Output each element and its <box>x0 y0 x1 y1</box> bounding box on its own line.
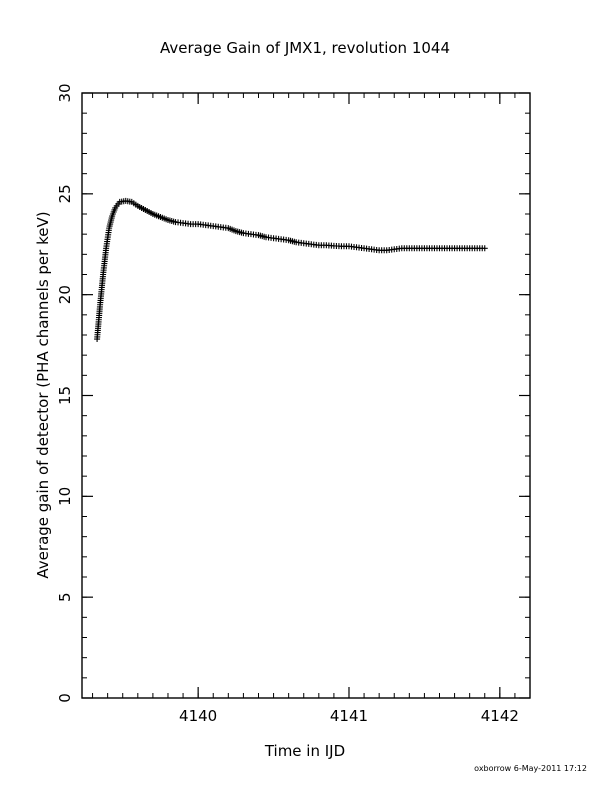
y-tick-label: 0 <box>56 693 74 703</box>
footer-credit: oxborrow 6-May-2011 17:12 <box>474 764 587 773</box>
x-axis-label: Time in IJD <box>264 742 345 760</box>
tick-labels: 0 5 10 15 20 25 30 4140 4141 4142 <box>56 83 519 725</box>
minor-ticks <box>82 92 531 699</box>
data-point <box>481 245 488 252</box>
y-axis-label: Average gain of detector (PHA channels p… <box>34 211 52 578</box>
y-tick-label: 25 <box>56 184 74 203</box>
data-points <box>94 197 488 343</box>
x-tick-label: 4141 <box>330 707 368 725</box>
x-tick-label: 4140 <box>179 707 217 725</box>
y-tick-label: 5 <box>56 592 74 602</box>
chart-title: Average Gain of JMX1, revolution 1044 <box>160 39 450 57</box>
y-tick-label: 30 <box>56 83 74 102</box>
plot-frame <box>81 92 531 699</box>
major-ticks <box>82 92 530 699</box>
y-tick-label: 15 <box>56 386 74 405</box>
x-tick-label: 4142 <box>481 707 519 725</box>
y-tick-label: 20 <box>56 285 74 304</box>
y-tick-label: 10 <box>56 487 74 506</box>
